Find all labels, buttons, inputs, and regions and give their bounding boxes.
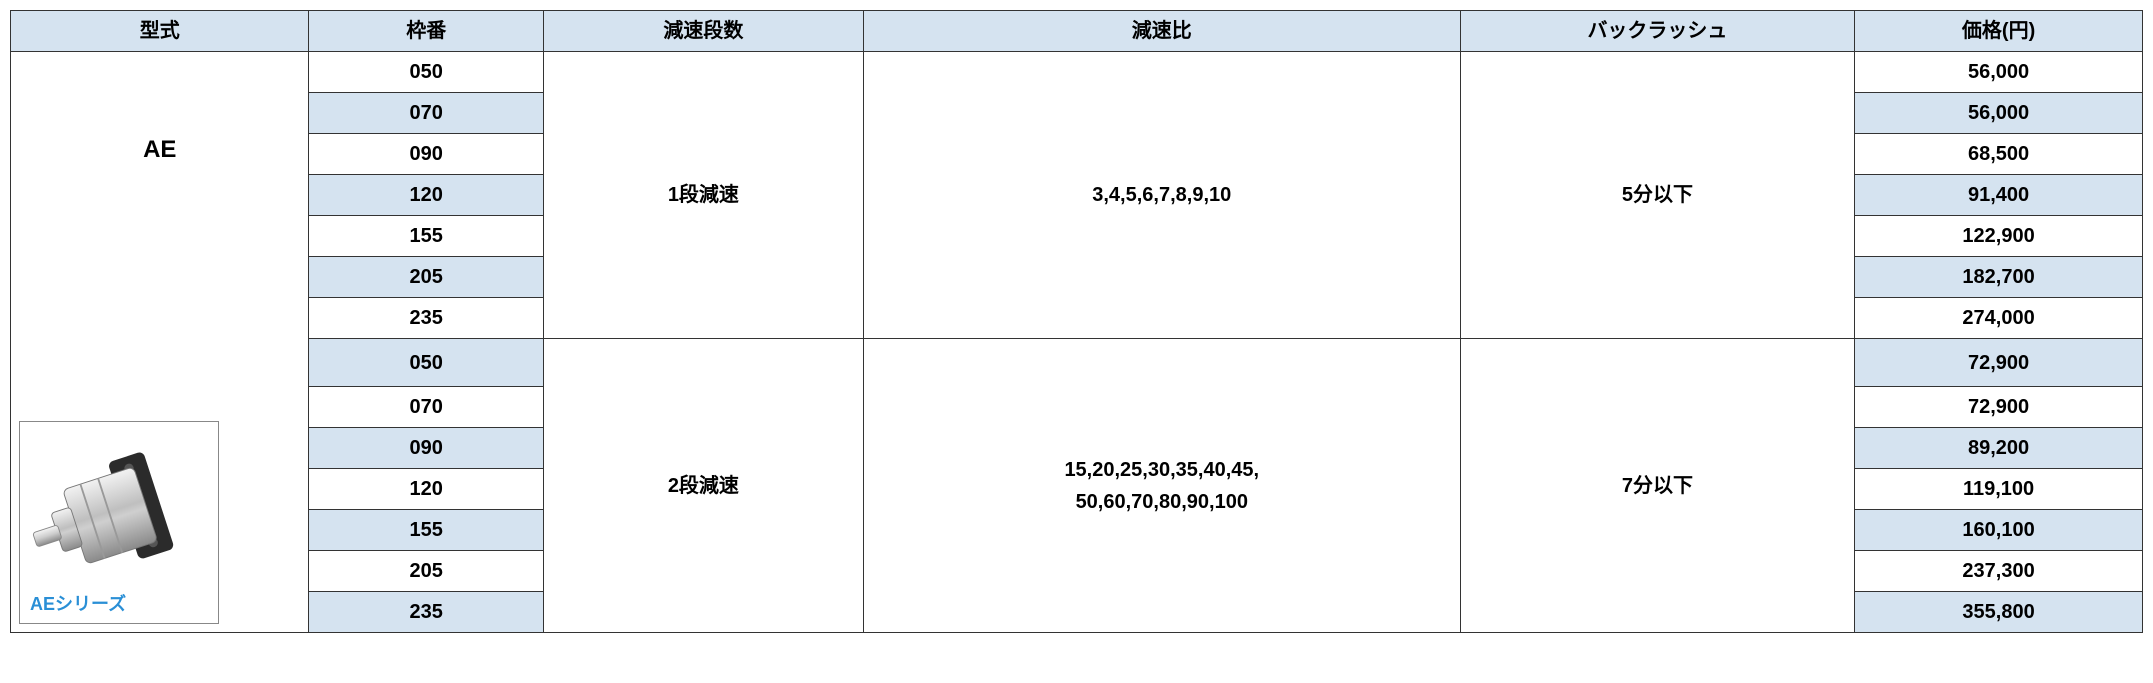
frame-cell: 120 — [309, 469, 544, 510]
frame-cell: 050 — [309, 52, 544, 93]
product-box: AEシリーズ — [19, 421, 219, 624]
price-cell: 274,000 — [1855, 298, 2143, 339]
backlash-cell: 5分以下 — [1460, 52, 1854, 339]
frame-cell: 120 — [309, 175, 544, 216]
stage-cell: 2段減速 — [543, 339, 863, 633]
ratio-cell: 3,4,5,6,7,8,9,10 — [863, 52, 1460, 339]
price-cell: 56,000 — [1855, 93, 2143, 134]
price-cell: 56,000 — [1855, 52, 2143, 93]
series-link[interactable]: AEシリーズ — [26, 588, 212, 619]
price-cell: 72,900 — [1855, 387, 2143, 428]
table-row: AE — [11, 52, 2143, 93]
stage-cell: 1段減速 — [543, 52, 863, 339]
price-cell: 91,400 — [1855, 175, 2143, 216]
col-header-backlash: バックラッシュ — [1460, 11, 1854, 52]
ratio-cell: 15,20,25,30,35,40,45, 50,60,70,80,90,100 — [863, 339, 1460, 633]
price-cell: 182,700 — [1855, 257, 2143, 298]
price-cell: 89,200 — [1855, 428, 2143, 469]
price-cell: 68,500 — [1855, 134, 2143, 175]
price-cell: 355,800 — [1855, 592, 2143, 633]
frame-cell: 205 — [309, 257, 544, 298]
col-header-ratio: 減速比 — [863, 11, 1460, 52]
spec-table: 型式 枠番 減速段数 減速比 バックラッシュ 価格(円) AE — [10, 10, 2143, 633]
price-cell: 119,100 — [1855, 469, 2143, 510]
ratio-line2: 50,60,70,80,90,100 — [1076, 491, 1248, 513]
frame-cell: 205 — [309, 551, 544, 592]
table-header-row: 型式 枠番 減速段数 減速比 バックラッシュ 価格(円) — [11, 11, 2143, 52]
frame-cell: 235 — [309, 298, 544, 339]
col-header-stage: 減速段数 — [543, 11, 863, 52]
model-cell: AE — [11, 52, 309, 633]
price-cell: 237,300 — [1855, 551, 2143, 592]
ratio-line1: 15,20,25,30,35,40,45, — [1064, 459, 1259, 481]
frame-cell: 155 — [309, 510, 544, 551]
backlash-cell: 7分以下 — [1460, 339, 1854, 633]
price-cell: 122,900 — [1855, 216, 2143, 257]
frame-cell: 090 — [309, 428, 544, 469]
price-cell: 160,100 — [1855, 510, 2143, 551]
col-header-frame: 枠番 — [309, 11, 544, 52]
frame-cell: 235 — [309, 592, 544, 633]
table-row: 050 2段減速 15,20,25,30,35,40,45, 50,60,70,… — [11, 339, 2143, 387]
gearbox-icon — [26, 428, 212, 588]
model-code: AE — [11, 133, 308, 167]
col-header-price: 価格(円) — [1855, 11, 2143, 52]
frame-cell: 070 — [309, 93, 544, 134]
frame-cell: 050 — [309, 339, 544, 387]
frame-cell: 090 — [309, 134, 544, 175]
frame-cell: 070 — [309, 387, 544, 428]
frame-cell: 155 — [309, 216, 544, 257]
price-cell: 72,900 — [1855, 339, 2143, 387]
col-header-model: 型式 — [11, 11, 309, 52]
